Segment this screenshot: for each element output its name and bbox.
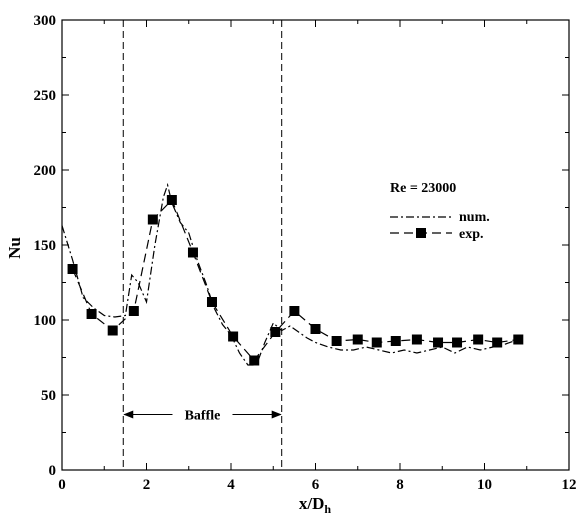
y-tick-label: 100 bbox=[34, 313, 57, 329]
exp-data-point bbox=[289, 306, 300, 316]
legend-title: Re = 23000 bbox=[390, 181, 456, 196]
x-tick-label: 0 bbox=[58, 477, 66, 493]
x-tick-label: 12 bbox=[562, 477, 577, 493]
exp-data-point bbox=[249, 355, 260, 366]
x-tick-label: 6 bbox=[312, 477, 320, 493]
plot-frame bbox=[61, 19, 570, 471]
exp-data-point bbox=[187, 247, 198, 258]
x-tick-label: 2 bbox=[143, 477, 151, 493]
x-tick-label: 8 bbox=[396, 477, 404, 493]
legend: Re = 23000 num. exp. bbox=[390, 181, 490, 242]
y-tick-label: 250 bbox=[34, 88, 57, 104]
series-line-num bbox=[61, 182, 519, 366]
exp-data-point bbox=[452, 337, 463, 348]
x-axis-title-subscript: h bbox=[324, 502, 331, 513]
baffle-label: Baffle bbox=[185, 409, 221, 424]
y-tick-label: 200 bbox=[34, 163, 57, 179]
x-tick-label: 10 bbox=[477, 477, 492, 493]
legend-label-num: num. bbox=[459, 210, 490, 225]
exp-data-point bbox=[352, 334, 363, 345]
exp-data-point bbox=[67, 264, 78, 274]
exp-data-point bbox=[371, 337, 382, 348]
y-tick-label: 0 bbox=[49, 463, 57, 479]
exp-data-point bbox=[473, 334, 484, 345]
x-tick-label: 4 bbox=[227, 477, 235, 493]
exp-data-point bbox=[390, 336, 401, 346]
exp-data-point bbox=[147, 214, 158, 225]
exp-data-point bbox=[492, 337, 503, 348]
exp-data-point bbox=[411, 334, 422, 345]
y-axis-title: Nu bbox=[5, 237, 24, 259]
exp-data-point bbox=[206, 297, 217, 307]
exp-data-point bbox=[270, 327, 281, 337]
exp-data-point bbox=[331, 336, 342, 346]
exp-data-point bbox=[86, 309, 97, 319]
exp-data-point bbox=[166, 195, 177, 205]
y-tick-label: 150 bbox=[34, 238, 57, 254]
legend-label-exp: exp. bbox=[459, 227, 484, 242]
legend-marker-exp bbox=[416, 228, 426, 238]
y-tick-label: 50 bbox=[41, 388, 56, 404]
axis-ticks: 0 2 4 6 8 10 12 0 50 100 150 200 250 300 bbox=[34, 13, 577, 493]
plot-area bbox=[61, 19, 570, 471]
exp-data-point bbox=[128, 306, 139, 316]
exp-data-point bbox=[513, 334, 524, 345]
x-axis-title: x/Dh bbox=[299, 494, 332, 513]
series-line-exp bbox=[72, 198, 519, 362]
x-axis-title-main: x/D bbox=[299, 494, 325, 513]
y-tick-label: 300 bbox=[34, 13, 57, 29]
exp-data-point bbox=[228, 331, 239, 342]
exp-data-point bbox=[433, 337, 444, 348]
exp-data-point bbox=[310, 324, 321, 334]
exp-data-point bbox=[107, 325, 118, 336]
